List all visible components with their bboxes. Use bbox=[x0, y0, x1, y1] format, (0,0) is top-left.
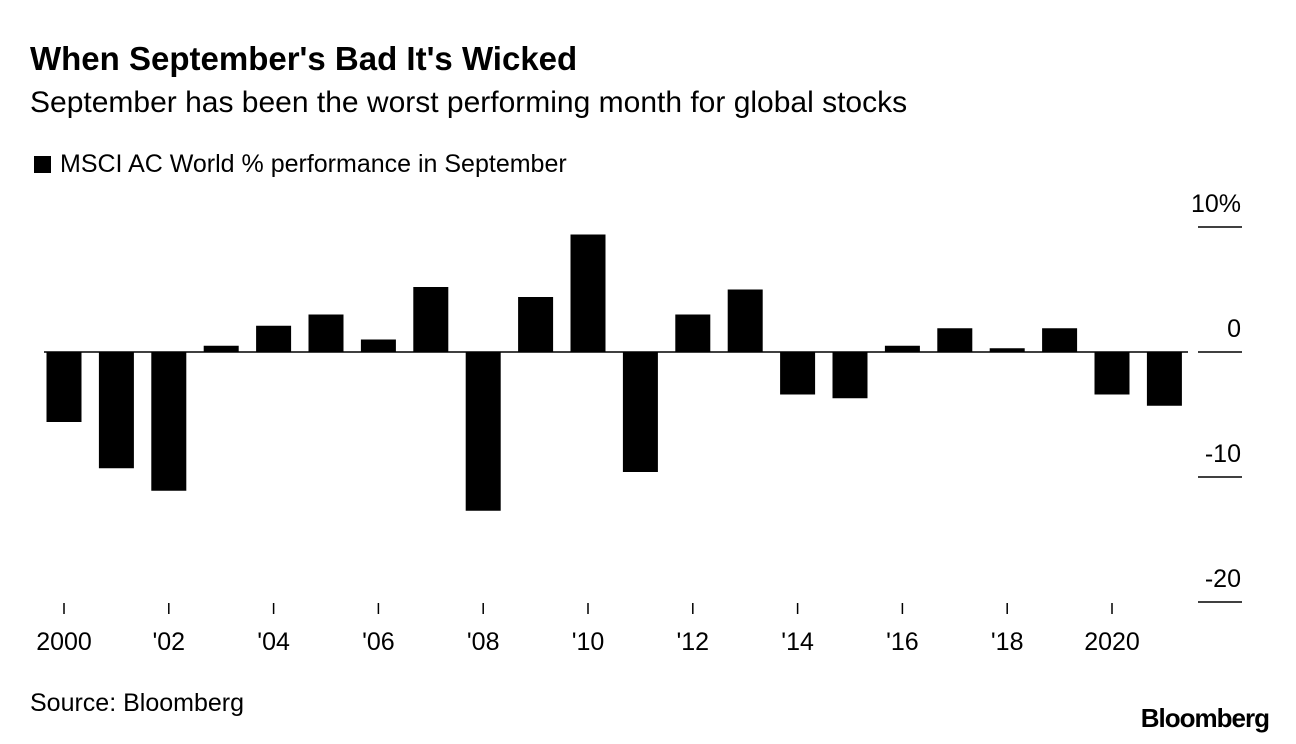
bar-2007 bbox=[413, 287, 449, 352]
bar-2013 bbox=[727, 289, 763, 352]
x-tick-label: 2020 bbox=[1084, 628, 1140, 656]
bar-2002 bbox=[151, 352, 187, 491]
x-tick-label: '02 bbox=[153, 628, 186, 656]
bar-2010 bbox=[570, 234, 606, 352]
bar-2000 bbox=[46, 352, 82, 422]
legend-swatch bbox=[34, 156, 51, 173]
x-tick-label: '04 bbox=[257, 628, 290, 656]
bar-2020 bbox=[1094, 352, 1130, 395]
x-tick-label: 2000 bbox=[36, 628, 92, 656]
y-tick-label: 10% bbox=[1191, 190, 1241, 218]
x-tick-label: '16 bbox=[886, 628, 919, 656]
bar-2009 bbox=[518, 297, 554, 352]
y-tick-label: -20 bbox=[1205, 565, 1241, 593]
x-tick-label: '08 bbox=[467, 628, 500, 656]
chart-title: When September's Bad It's Wicked bbox=[30, 40, 578, 77]
legend: MSCI AC World % performance in September bbox=[34, 150, 567, 179]
bar-2008 bbox=[465, 352, 501, 511]
x-tick-label: '18 bbox=[991, 628, 1024, 656]
bar-2016 bbox=[884, 345, 920, 352]
bar-2015 bbox=[832, 352, 868, 399]
x-tick-label: '14 bbox=[781, 628, 814, 656]
bar-2012 bbox=[675, 314, 711, 352]
bar-2018 bbox=[989, 348, 1025, 352]
source-note: Source: Bloomberg bbox=[30, 689, 245, 717]
bar-2021 bbox=[1146, 352, 1182, 406]
bar-2001 bbox=[98, 352, 134, 469]
y-tick-label: 0 bbox=[1227, 315, 1241, 343]
bar-2003 bbox=[203, 345, 239, 352]
bar-2005 bbox=[308, 314, 344, 352]
chart-subtitle: September has been the worst performing … bbox=[30, 86, 908, 119]
bar-2014 bbox=[780, 352, 816, 395]
bar-2017 bbox=[937, 328, 973, 352]
x-tick-label: '10 bbox=[572, 628, 605, 656]
legend-label: MSCI AC World % performance in September bbox=[60, 150, 567, 178]
bar-2019 bbox=[1042, 328, 1078, 352]
x-tick-label: '06 bbox=[362, 628, 395, 656]
bar-2006 bbox=[360, 339, 396, 352]
bloomberg-logo: Bloomberg bbox=[1140, 703, 1270, 733]
x-tick-label: '12 bbox=[677, 628, 710, 656]
bar-2011 bbox=[622, 352, 658, 472]
bar-2004 bbox=[256, 325, 292, 352]
y-tick-label: -10 bbox=[1205, 440, 1241, 468]
